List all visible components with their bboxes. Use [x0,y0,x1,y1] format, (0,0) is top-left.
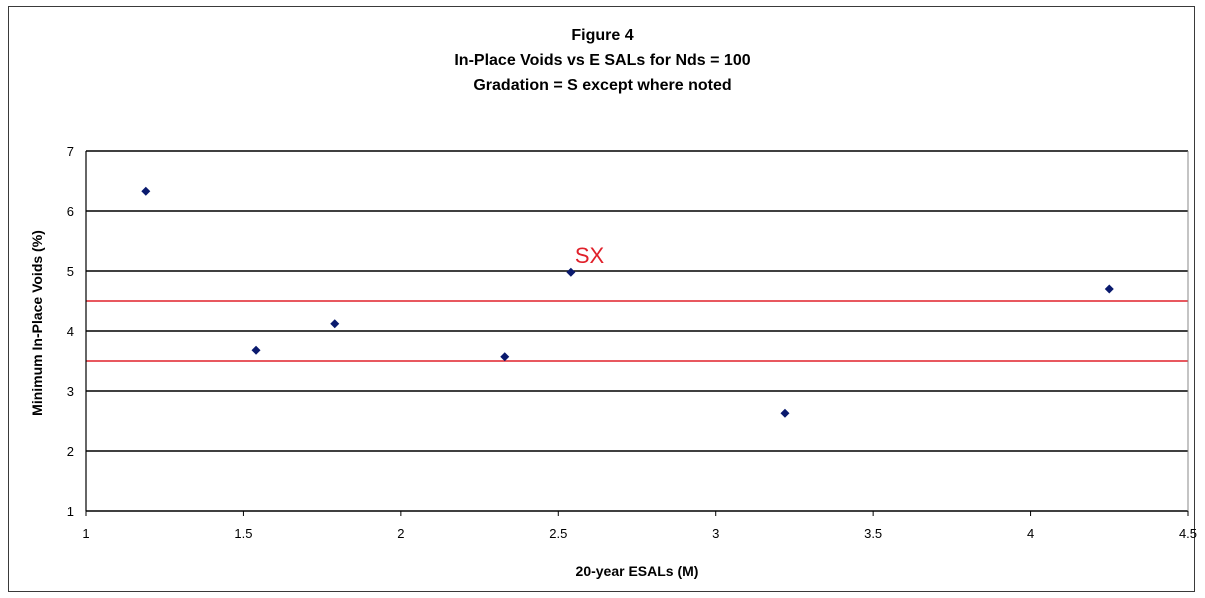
annotations: SX [575,243,605,268]
reference-lines [86,300,1188,362]
x-tick-label: 2.5 [549,526,567,541]
chart-title: Figure 4 [571,27,634,44]
chart-frame [8,6,1195,592]
data-point [1104,284,1114,294]
x-tick-label: 3 [712,526,719,541]
y-tick-label: 2 [67,444,74,459]
data-point [780,408,790,418]
axes [85,151,1189,516]
chart-subtitle: In-Place Voids vs E SALs for Nds = 100 [454,52,751,69]
x-tick-label: 3.5 [864,526,882,541]
y-tick-label: 5 [67,264,74,279]
x-tick-label: 4.5 [1179,526,1197,541]
data-point [251,345,261,355]
y-axis-title: Minimum In-Place Voids (%) [29,230,45,416]
y-tick-label: 4 [67,324,74,339]
annotation-label: SX [575,243,605,268]
x-tick-label: 1.5 [234,526,252,541]
y-tick-label: 3 [67,384,74,399]
gridlines [86,150,1188,512]
y-tick-label: 6 [67,204,74,219]
x-axis-title: 20-year ESALs (M) [576,563,699,579]
x-tick-label: 2 [397,526,404,541]
data-point [500,352,510,362]
x-tick-label: 4 [1027,526,1034,541]
data-point [330,319,340,329]
data-point [566,267,576,277]
data-points [141,186,1114,418]
chart-subtitle-2: Gradation = S except where noted [473,77,732,94]
data-point [141,186,151,196]
x-tick-label: 1 [82,526,89,541]
tick-labels: 1 2 3 4 5 6 7 1 1.5 2 2.5 3 3.5 4 4.5 [67,144,1197,541]
y-tick-label: 7 [67,144,74,159]
y-tick-label: 1 [67,504,74,519]
